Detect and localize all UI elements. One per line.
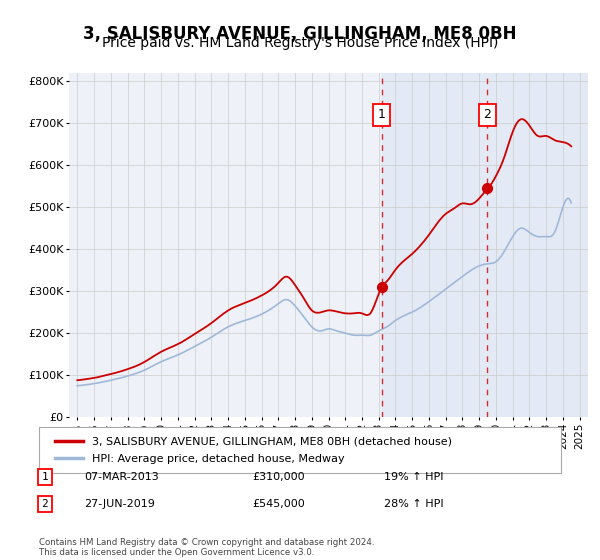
Text: 28% ↑ HPI: 28% ↑ HPI bbox=[384, 499, 443, 509]
Text: 2: 2 bbox=[41, 499, 49, 509]
Text: 1: 1 bbox=[377, 108, 386, 122]
Text: 19% ↑ HPI: 19% ↑ HPI bbox=[384, 472, 443, 482]
Text: Contains HM Land Registry data © Crown copyright and database right 2024.
This d: Contains HM Land Registry data © Crown c… bbox=[39, 538, 374, 557]
Text: 3, SALISBURY AVENUE, GILLINGHAM, ME8 0BH: 3, SALISBURY AVENUE, GILLINGHAM, ME8 0BH bbox=[83, 25, 517, 43]
Text: 2: 2 bbox=[484, 108, 491, 122]
Text: £545,000: £545,000 bbox=[252, 499, 305, 509]
Text: 1: 1 bbox=[41, 472, 49, 482]
Bar bbox=[382, 73, 588, 417]
Legend: 3, SALISBURY AVENUE, GILLINGHAM, ME8 0BH (detached house), HPI: Average price, d: 3, SALISBURY AVENUE, GILLINGHAM, ME8 0BH… bbox=[50, 431, 458, 470]
Text: 07-MAR-2013: 07-MAR-2013 bbox=[84, 472, 159, 482]
Text: Price paid vs. HM Land Registry's House Price Index (HPI): Price paid vs. HM Land Registry's House … bbox=[102, 36, 498, 50]
Text: 27-JUN-2019: 27-JUN-2019 bbox=[84, 499, 155, 509]
Text: £310,000: £310,000 bbox=[252, 472, 305, 482]
